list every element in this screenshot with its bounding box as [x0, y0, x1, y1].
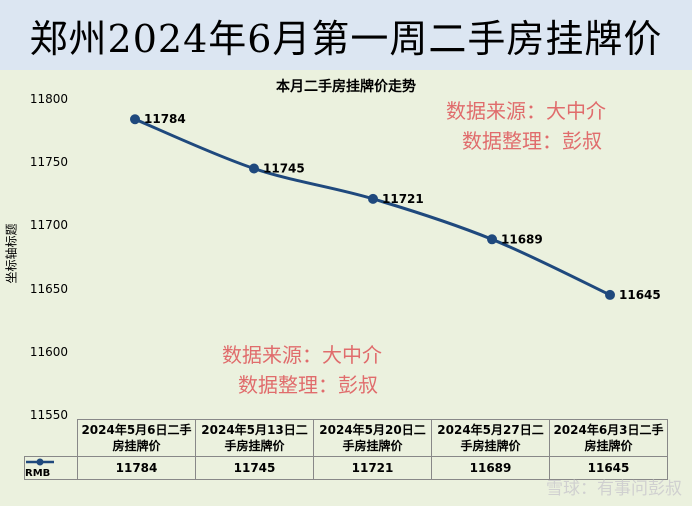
watermark-middle: 数据来源：大中介 数据整理：彭叔: [222, 340, 382, 400]
legend-label: RMB: [25, 468, 51, 479]
data-point: [130, 114, 140, 125]
category-cell: 2024年5月20日二 手房挂牌价: [313, 419, 432, 457]
data-point: [368, 193, 378, 204]
data-label: 11721: [382, 192, 424, 206]
data-label: 11784: [144, 112, 186, 126]
y-tick-label: 11750: [29, 155, 68, 170]
data-point: [487, 234, 497, 245]
category-cell: 2024年5月27日二 手房挂牌价: [431, 419, 550, 457]
value-cell: 11645: [549, 456, 668, 480]
value-cell: 11784: [77, 456, 196, 480]
data-label: 11645: [619, 288, 661, 302]
watermark-top: 数据来源：大中介 数据整理：彭叔: [446, 96, 606, 156]
banner-title: 郑州2024年6月第一周二手房挂牌价: [29, 16, 663, 61]
value-cell: 11689: [431, 456, 550, 480]
watermark-top-line1: 数据来源：大中介: [446, 99, 606, 123]
y-tick-label: 11700: [29, 218, 68, 233]
data-table-value-row: RMB 11784 11745 11721 11689 11645: [24, 456, 668, 480]
banner: 郑州2024年6月第一周二手房挂牌价: [0, 0, 692, 70]
watermark-top-line2: 数据整理：彭叔: [462, 129, 602, 153]
data-label: 11689: [501, 232, 543, 246]
category-cell: 2024年5月6日二手 房挂牌价: [77, 419, 196, 457]
value-cell: 11745: [195, 456, 314, 480]
value-cell: 11721: [313, 456, 432, 480]
legend-key-icon: [26, 458, 54, 466]
y-tick-label: 11650: [29, 281, 68, 296]
chart-title: 本月二手房挂牌价走势: [276, 79, 416, 95]
data-table-corner: [24, 419, 78, 457]
data-label: 11745: [263, 162, 305, 176]
watermark-middle-line2: 数据整理：彭叔: [238, 373, 378, 397]
y-tick-label: 11800: [29, 92, 68, 106]
legend-entry: RMB: [24, 456, 78, 480]
data-point: [249, 163, 259, 174]
category-cell: 2024年6月3日二手 房挂牌价: [549, 419, 668, 457]
data-point: [605, 289, 615, 300]
data-table: 2024年5月6日二手 房挂牌价 2024年5月13日二 手房挂牌价 2024年5月…: [24, 419, 668, 480]
data-table-header-row: 2024年5月6日二手 房挂牌价 2024年5月13日二 手房挂牌价 2024年5月…: [24, 419, 668, 457]
y-tick-label: 11550: [29, 408, 68, 422]
footer-watermark: 雪球：有事问彭叔: [546, 479, 682, 499]
category-cell: 2024年5月13日二 手房挂牌价: [195, 419, 314, 457]
y-tick-label: 11600: [29, 344, 68, 359]
watermark-middle-line1: 数据来源：大中介: [222, 343, 382, 367]
